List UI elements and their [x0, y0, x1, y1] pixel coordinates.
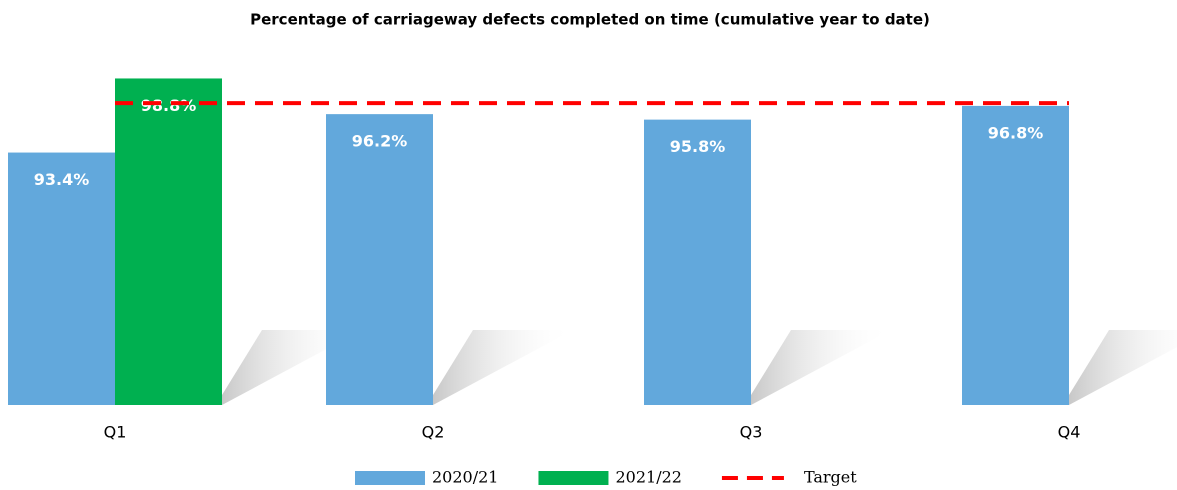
legend-swatch [355, 471, 425, 485]
bar-shadow [751, 330, 891, 405]
data-label: 98.8% [141, 96, 197, 115]
x-tick-label: Q3 [740, 423, 763, 442]
legend-label: 2020/21 [432, 468, 498, 487]
bar [115, 78, 222, 406]
chart-title: Percentage of carriageway defects comple… [250, 11, 930, 29]
bar-shadow [433, 330, 573, 405]
x-tick-label: Q2 [422, 423, 445, 442]
bar-shadow [1069, 330, 1177, 405]
bar [644, 119, 751, 406]
legend-label: Target [804, 468, 857, 487]
data-label: 96.8% [988, 123, 1044, 142]
data-label: 93.4% [34, 170, 90, 189]
legend-swatch [538, 471, 609, 485]
bar [962, 105, 1069, 406]
x-tick-label: Q4 [1058, 423, 1081, 442]
bar [8, 152, 115, 405]
bar [326, 114, 433, 406]
data-label: 95.8% [670, 137, 726, 156]
data-label: 96.2% [352, 132, 408, 151]
legend-label: 2021/22 [615, 468, 681, 487]
x-tick-label: Q1 [104, 423, 127, 442]
